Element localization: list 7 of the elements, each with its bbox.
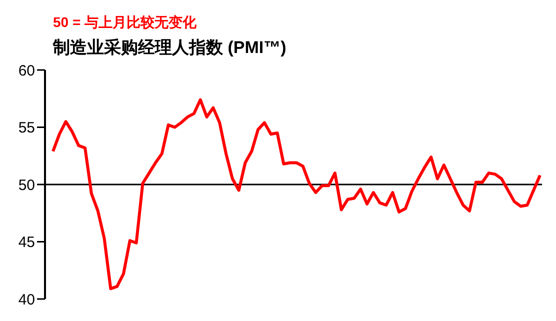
y-tick-label: 45 xyxy=(18,234,35,252)
chart-title: 制造业采购经理人指数 (PMI™) xyxy=(53,37,286,59)
y-tick-label: 40 xyxy=(18,291,35,308)
text: 50 = 与上月比较无变化 xyxy=(53,14,197,32)
y-tick-label: 60 xyxy=(18,62,35,80)
y-tick-label: 50 xyxy=(18,176,35,194)
y-tick-label: 55 xyxy=(18,120,35,137)
